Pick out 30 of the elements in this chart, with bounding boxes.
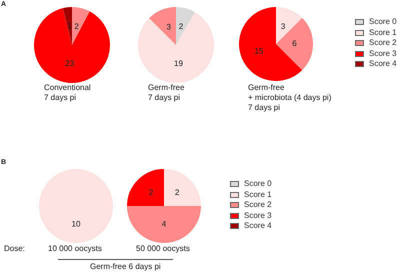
- data-label: 6: [292, 39, 298, 48]
- legend-label: Score 1: [244, 190, 272, 200]
- legend-label: Score 4: [369, 59, 397, 70]
- text: Germ-free + microbiota (4 days pi) 7 days pi: [248, 83, 332, 113]
- legend-label: Score 2: [369, 38, 397, 48]
- legend-label: Score 2: [244, 200, 272, 210]
- text: 50 000 oocysts: [136, 244, 190, 254]
- text: Germ-free 7 days pi: [148, 83, 184, 103]
- data-label: 3: [166, 22, 172, 32]
- legend-label: Score 0: [244, 179, 272, 190]
- legend-label: Score 3: [244, 210, 272, 221]
- data-label: 2: [74, 22, 80, 31]
- data-label: 2: [174, 188, 180, 198]
- data-label: 2: [178, 22, 184, 31]
- text: Conventional 7 days pi: [44, 83, 91, 103]
- legend-label: Score 1: [369, 28, 397, 38]
- legend-label: Score 4: [244, 221, 272, 232]
- text: Germ-free 6 days pi: [90, 262, 161, 271]
- data-label: 3: [280, 22, 286, 32]
- data-label: 1: [67, 21, 72, 30]
- legend-label: Score 3: [369, 48, 397, 59]
- text: Dose:: [4, 244, 25, 253]
- data-label: 19: [174, 59, 184, 68]
- text: 10 000 oocysts: [48, 244, 102, 254]
- data-label: 2: [148, 188, 154, 198]
- data-label: 10: [72, 220, 81, 229]
- data-label: 15: [254, 46, 264, 56]
- data-label: 4: [162, 220, 167, 229]
- legend-label: Score 0: [369, 17, 397, 28]
- data-label: 23: [65, 59, 75, 68]
